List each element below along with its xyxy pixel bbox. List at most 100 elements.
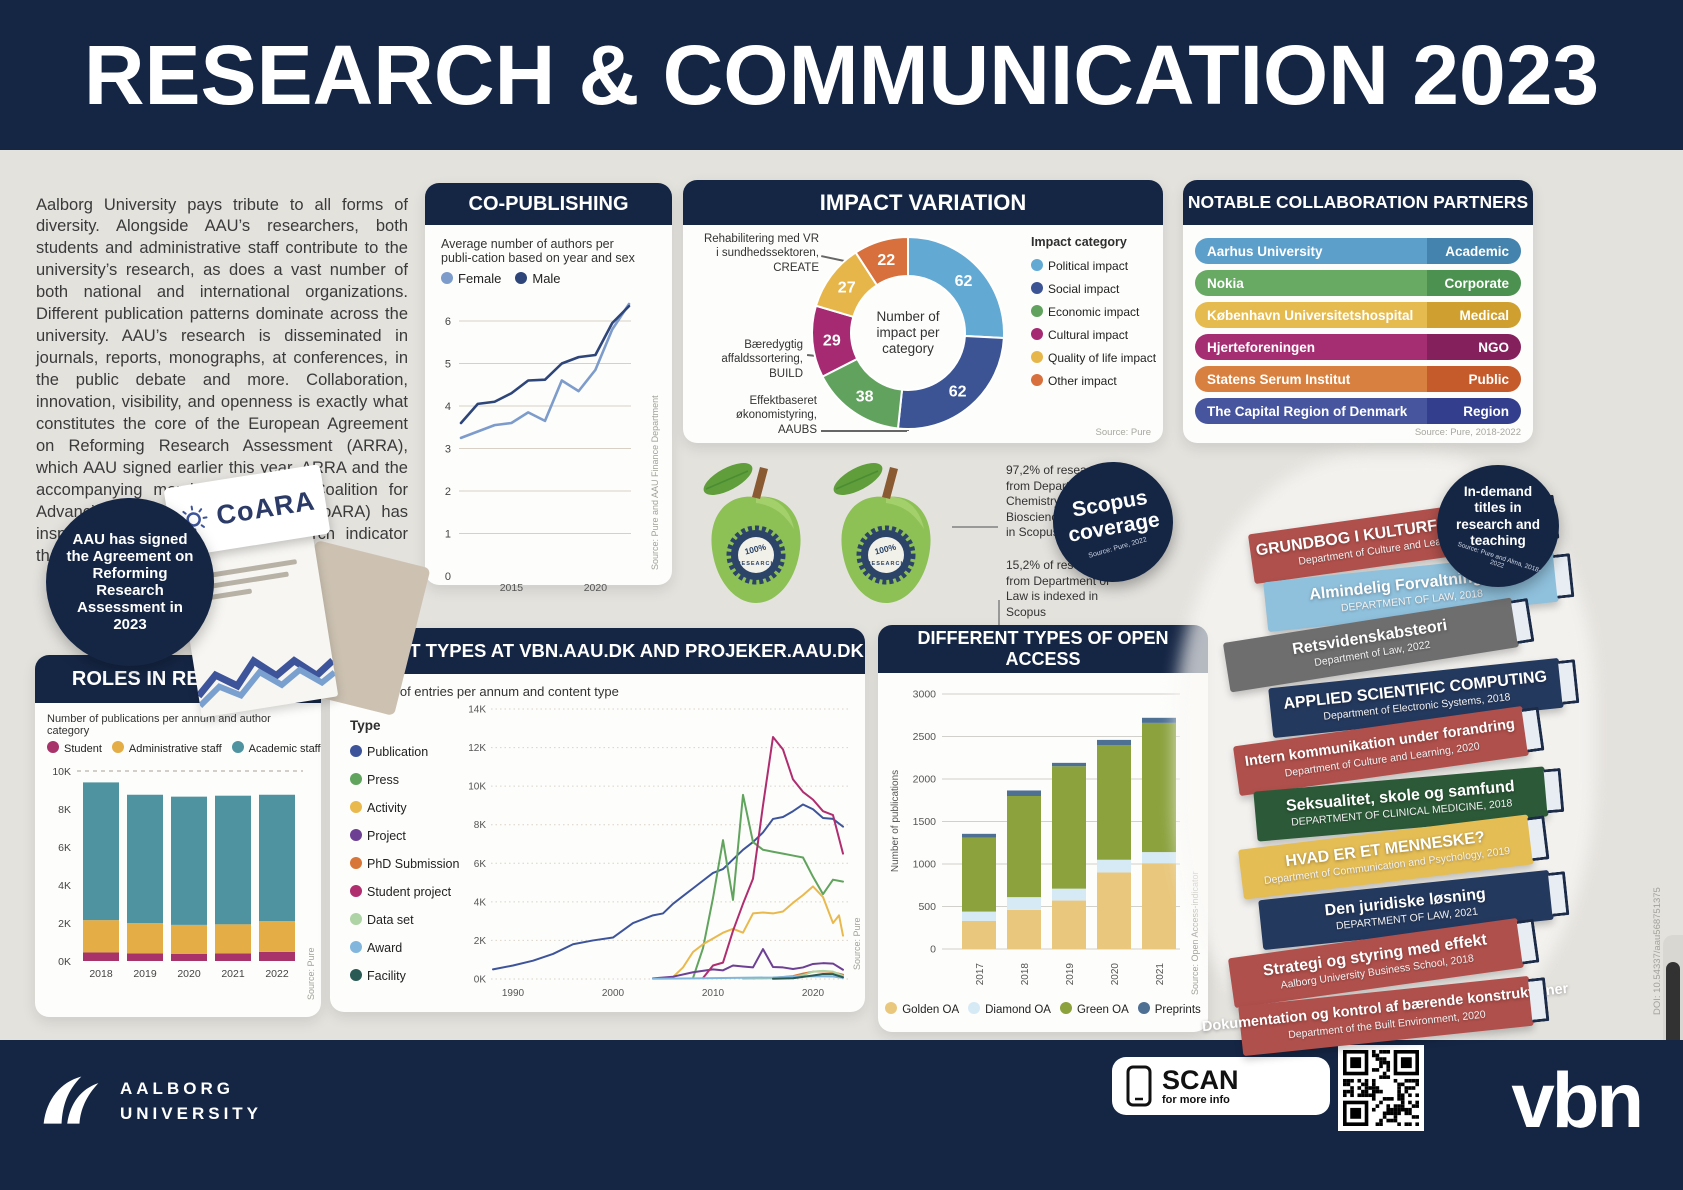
copub-legend-item: Female — [441, 271, 501, 286]
annotation-line — [821, 430, 907, 432]
copublishing-chart: 0 1 2 3 4 5 6 2015 2020 — [445, 302, 631, 594]
legend-dot-icon — [350, 969, 362, 981]
legend-dot-icon — [1031, 351, 1043, 363]
svg-text:2020: 2020 — [177, 968, 201, 980]
impact-legend-title: Impact category — [1031, 235, 1127, 249]
svg-text:2015: 2015 — [500, 582, 524, 594]
partner-row: The Capital Region of Denmark Region — [1195, 398, 1521, 424]
impact-legend-item: Political impact — [1031, 259, 1159, 273]
scrollbar-thumb[interactable] — [1666, 962, 1680, 1048]
partners-panel: NOTABLE COLLABORATION PARTNERS Aarhus Un… — [1183, 180, 1533, 443]
svg-text:22: 22 — [877, 252, 895, 269]
roles-subtitle: Number of publications per annum and aut… — [47, 713, 271, 737]
svg-text:62: 62 — [955, 273, 973, 290]
svg-text:29: 29 — [823, 332, 841, 349]
impact-legend-item: Quality of life impact — [1031, 351, 1159, 365]
svg-text:38: 38 — [856, 389, 874, 406]
roles-legend: Student Administrative staff Academic staf… — [47, 741, 321, 755]
partner-category: Corporate — [1427, 270, 1521, 296]
page-title: RESEARCH & COMMUNICATION 2023 — [83, 27, 1600, 122]
roles-source: Source: Pure — [306, 947, 316, 1000]
partner-name: Aarhus University — [1195, 238, 1427, 264]
open-access-legend-item: Golden OA — [885, 1002, 959, 1016]
svg-text:27: 27 — [838, 280, 856, 297]
impact-annotation-1: Rehabilitering med VR i sundhedssektoren… — [703, 233, 819, 274]
legend-dot-icon — [350, 745, 362, 757]
impact-legend: Impact category Political impact Social im… — [1031, 235, 1159, 397]
partners-rows: Aarhus University Academic Nokia Corporate K… — [1183, 238, 1533, 424]
open-access-legend-item: Preprints — [1137, 1002, 1201, 1016]
svg-text:2K: 2K — [58, 918, 71, 930]
svg-text:2021: 2021 — [1155, 963, 1166, 986]
content-types-legend-item: Award — [350, 941, 459, 955]
legend-dot-icon — [515, 272, 528, 284]
svg-text:2000: 2000 — [913, 774, 937, 786]
legend-dot-icon — [441, 272, 453, 284]
svg-text:2022: 2022 — [265, 968, 289, 980]
svg-text:1: 1 — [445, 529, 451, 541]
partner-category: NGO — [1427, 334, 1521, 360]
impact-panel: IMPACT VARIATION Rehabilitering med VR i… — [683, 180, 1163, 443]
legend-dot-icon — [1031, 374, 1043, 386]
svg-text:8K: 8K — [474, 820, 487, 831]
content-types-source: Source: Pure — [852, 917, 862, 970]
aau-wave-icon — [43, 1076, 99, 1124]
legend-dot-icon — [1031, 282, 1043, 294]
svg-text:Number of publications: Number of publications — [890, 770, 901, 872]
doi-text: DOI: 10.54337/aau568751375 — [1652, 887, 1663, 1015]
copublishing-legend: Female Male — [441, 271, 672, 286]
open-access-legend-item: Green OA — [1059, 1002, 1129, 1016]
partner-category: Public — [1427, 366, 1521, 392]
impact-annotation-3: Effektbaseret økonomistyring, AAUBS — [735, 395, 817, 436]
legend-dot-icon — [47, 741, 59, 753]
aau-name-line2: UNIVERSITY — [120, 1104, 263, 1123]
partner-row: København Universitetshospital Medical — [1195, 302, 1521, 328]
partner-row: Nokia Corporate — [1195, 270, 1521, 296]
apple-graphic: 100% RESEARCH — [818, 455, 953, 615]
legend-dot-icon — [1031, 259, 1043, 271]
content-types-panel: CONTENT TYPES AT VBN.AAU.DK AND PROJEKER… — [330, 628, 865, 1012]
svg-text:1500: 1500 — [913, 816, 937, 828]
partner-name: Statens Serum Institut — [1195, 366, 1427, 392]
partner-category: Academic — [1427, 238, 1521, 264]
scan-sub-label: for more info — [1162, 1093, 1230, 1106]
legend-dot-icon — [350, 773, 362, 785]
content-types-legend: Type Publication Press Activity Project PhD S… — [350, 718, 459, 997]
roles-legend-item: Student — [47, 741, 102, 755]
svg-text:3: 3 — [445, 444, 451, 456]
svg-text:2017: 2017 — [975, 963, 986, 986]
svg-text:Number of: Number of — [876, 309, 939, 324]
svg-text:2018: 2018 — [89, 968, 113, 980]
partners-title: NOTABLE COLLABORATION PARTNERS — [1183, 180, 1533, 225]
partner-row: Aarhus University Academic — [1195, 238, 1521, 264]
document-graphic — [175, 530, 339, 718]
partner-name: Hjerteforeningen — [1195, 334, 1427, 360]
content-types-chart: 0K 2K 4K 6K 8K 10K 12K 14K 1990 2000 2010 2020 — [468, 705, 848, 999]
svg-text:1000: 1000 — [913, 859, 937, 871]
impact-legend-item: Social impact — [1031, 282, 1159, 296]
scan-pill: SCAN for more info — [1112, 1057, 1330, 1115]
svg-text:2500: 2500 — [913, 731, 937, 743]
legend-dot-icon — [1031, 328, 1043, 340]
partner-name: Nokia — [1195, 270, 1427, 296]
svg-text:8K: 8K — [58, 804, 71, 816]
svg-text:2021: 2021 — [221, 968, 245, 980]
footer: AALBORG UNIVERSITY SCAN for more info vb… — [0, 1040, 1683, 1190]
roles-chart: 0K 2K 4K 6K 8K 10K 2018 2019 2020 2021 2022 — [52, 766, 303, 980]
legend-dot-icon — [1137, 1002, 1150, 1014]
svg-text:10K: 10K — [468, 782, 486, 793]
content-types-legend-item: Press — [350, 773, 459, 787]
svg-text:12K: 12K — [468, 743, 486, 754]
partner-category: Region — [1427, 398, 1521, 424]
svg-text:0: 0 — [445, 571, 451, 583]
svg-text:4: 4 — [445, 401, 451, 413]
coara-logo-text: CoARA — [214, 484, 318, 531]
svg-text:2K: 2K — [474, 936, 487, 947]
svg-text:2019: 2019 — [133, 968, 157, 980]
legend-dot-icon — [231, 741, 244, 753]
content-types-legend-item: PhD Submission — [350, 857, 459, 871]
legend-dot-icon — [968, 1002, 981, 1014]
open-access-chart: 0 500 1000 1500 2000 2500 3000 Number of public… — [890, 689, 1180, 986]
